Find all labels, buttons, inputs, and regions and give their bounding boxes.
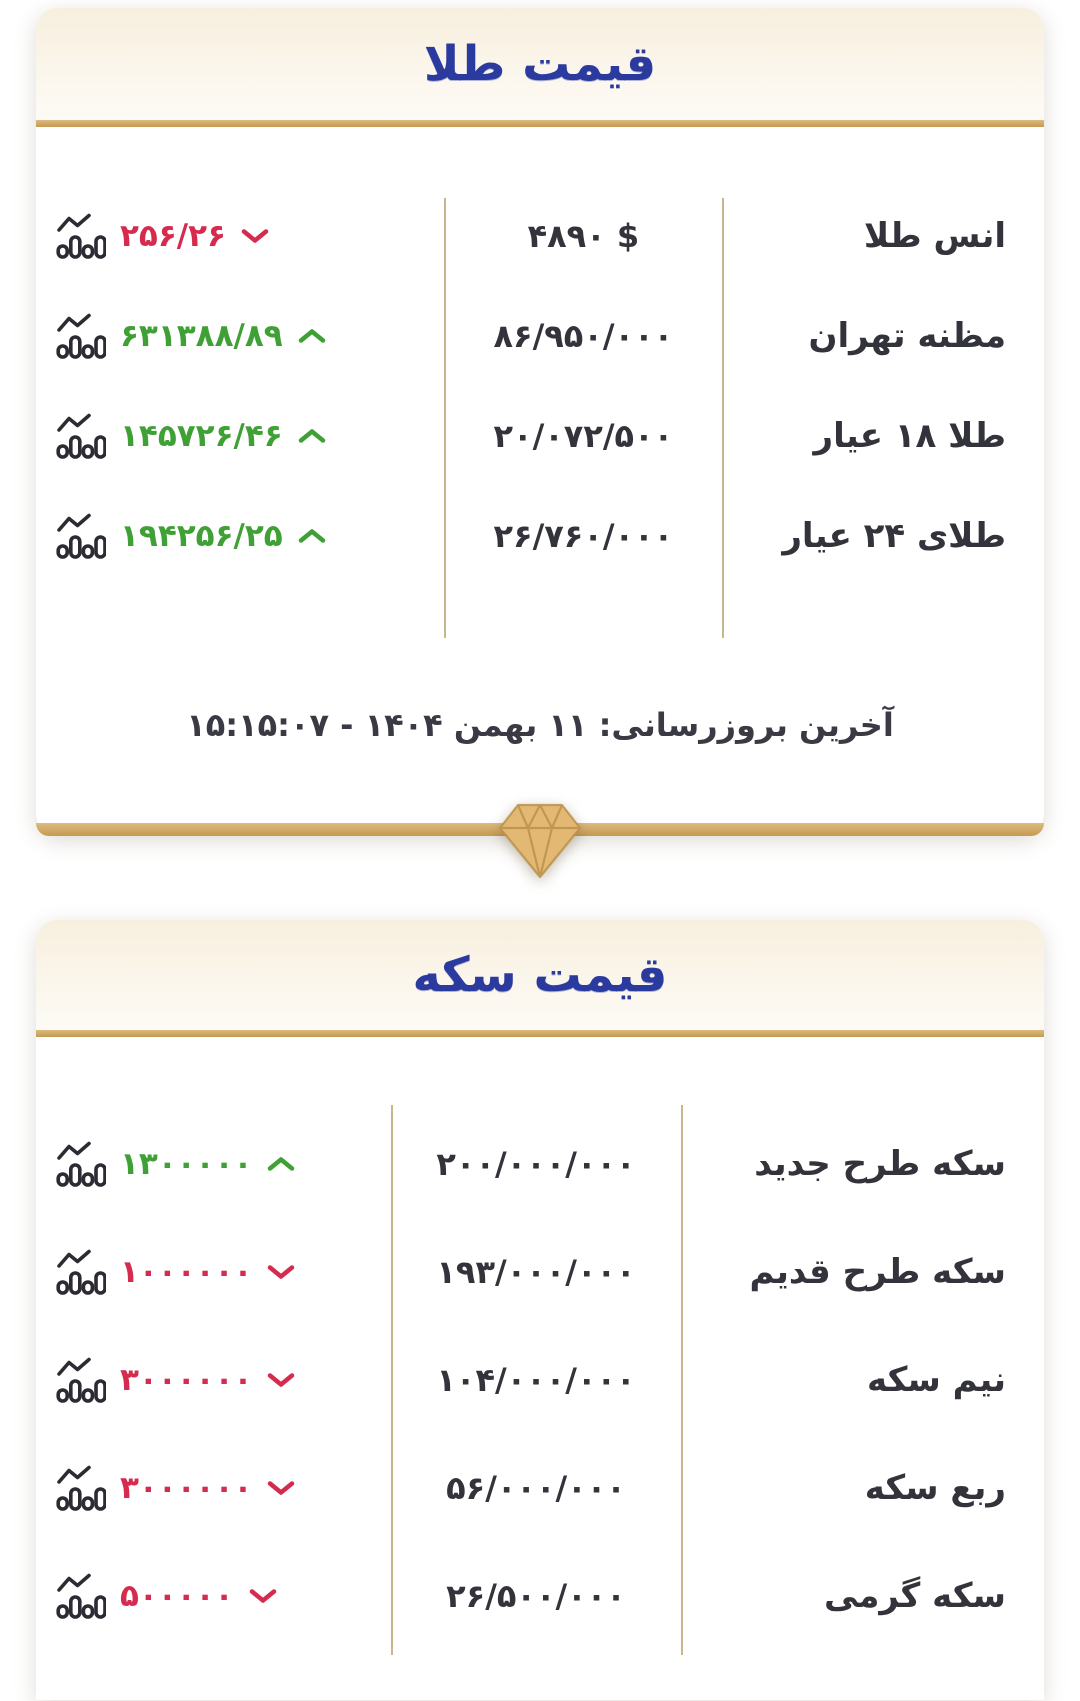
chart-icon[interactable] xyxy=(56,513,107,559)
price-value: ۲۶/۷۶۰/۰۰۰ xyxy=(493,517,674,555)
chevron-down-icon xyxy=(266,1371,296,1389)
price-value: ۲۶/۵۰۰/۰۰۰ xyxy=(446,1577,626,1615)
coin-rows: ۱۳۰۰۰۰۰ ۲۰۰/۰۰۰/۰۰۰ سکه طرح جدید xyxy=(36,1037,1044,1655)
coin-card-title: قیمت سکه xyxy=(412,947,668,1003)
gold-card-header: قیمت طلا xyxy=(36,8,1044,120)
gold-rows: ۲۵۶/۲۶ ۴۸۹۰ $ انس طلا xyxy=(36,127,1044,638)
chart-icon[interactable] xyxy=(56,413,107,459)
price-row: ۱۳۰۰۰۰۰ ۲۰۰/۰۰۰/۰۰۰ سکه طرح جدید xyxy=(36,1110,1044,1218)
coin-price-card: قیمت سکه ۱۳۰۰۰۰۰ xyxy=(36,920,1044,1700)
price-value: ۲۰/۰۷۲/۵۰۰ xyxy=(493,417,674,455)
diamond-icon xyxy=(489,793,591,885)
price-label: سکه طرح قدیم xyxy=(749,1252,1006,1292)
change-value: ۳۰۰۰۰۰۰ xyxy=(120,1470,253,1506)
gold-price-card: قیمت طلا ۲۵۶/۲۶ xyxy=(36,8,1044,879)
last-update-text: آخرین بروزرسانی: ۱۱ بهمن ۱۴۰۴ - ۱۵:۱۵:۰۷ xyxy=(186,706,894,744)
price-row: ۳۰۰۰۰۰۰ ۵۶/۰۰۰/۰۰۰ ربع سکه xyxy=(36,1434,1044,1542)
chevron-up-icon xyxy=(297,427,327,445)
coin-card-header: قیمت سکه xyxy=(36,920,1044,1030)
price-change-cell: ۶۳۱۳۸۸/۸۹ xyxy=(36,313,444,359)
chart-icon[interactable] xyxy=(56,1465,107,1511)
column-divider xyxy=(444,198,447,638)
chart-icon[interactable] xyxy=(56,1249,107,1295)
price-row: ۶۳۱۳۸۸/۸۹ ۸۶/۹۵۰/۰۰۰ مظنه تهران xyxy=(36,286,1044,386)
chart-icon[interactable] xyxy=(56,313,107,359)
change-value: ۲۵۶/۲۶ xyxy=(120,218,226,254)
chevron-up-icon xyxy=(297,327,327,345)
price-change-cell: ۲۵۶/۲۶ xyxy=(36,213,444,259)
header-underline xyxy=(36,120,1044,127)
price-row: ۵۰۰۰۰۰ ۲۶/۵۰۰/۰۰۰ سکه گرمی xyxy=(36,1542,1044,1650)
chart-icon[interactable] xyxy=(56,213,107,259)
column-divider xyxy=(390,1105,393,1655)
price-value: ۲۰۰/۰۰۰/۰۰۰ xyxy=(436,1145,636,1183)
header-underline xyxy=(36,1030,1044,1037)
price-label: طلا ۱۸ عیار xyxy=(813,416,1006,456)
price-row: ۱۴۵۷۲۶/۴۶ ۲۰/۰۷۲/۵۰۰ طلا ۱۸ عیار xyxy=(36,386,1044,486)
chevron-down-icon xyxy=(266,1263,296,1281)
change-value: ۱۹۴۲۵۶/۲۵ xyxy=(120,518,283,554)
change-value: ۵۰۰۰۰۰ xyxy=(120,1578,234,1614)
price-label: مظنه تهران xyxy=(808,316,1006,356)
price-value: ۴۸۹۰ $ xyxy=(527,217,640,255)
price-row: ۲۵۶/۲۶ ۴۸۹۰ $ انس طلا xyxy=(36,186,1044,286)
change-value: ۱۳۰۰۰۰۰ xyxy=(120,1146,253,1182)
price-label: ربع سکه xyxy=(864,1468,1006,1508)
change-value: ۶۳۱۳۸۸/۸۹ xyxy=(120,318,283,354)
price-label: نیم سکه xyxy=(867,1360,1006,1400)
column-divider xyxy=(722,198,725,638)
change-value: ۱۴۵۷۲۶/۴۶ xyxy=(120,418,283,454)
price-label: سکه طرح جدید xyxy=(754,1144,1006,1184)
price-label: سکه گرمی xyxy=(823,1576,1006,1616)
chevron-down-icon xyxy=(240,227,270,245)
price-change-cell: ۱۰۰۰۰۰۰ xyxy=(36,1249,391,1295)
change-value: ۳۰۰۰۰۰۰ xyxy=(120,1362,253,1398)
chart-icon[interactable] xyxy=(56,1573,107,1619)
price-change-cell: ۳۰۰۰۰۰۰ xyxy=(36,1465,391,1511)
price-row: ۱۹۴۲۵۶/۲۵ ۲۶/۷۶۰/۰۰۰ طلای ۲۴ عیار xyxy=(36,486,1044,586)
price-change-cell: ۳۰۰۰۰۰۰ xyxy=(36,1357,391,1403)
price-value: ۸۶/۹۵۰/۰۰۰ xyxy=(493,317,674,355)
column-divider xyxy=(681,1105,684,1655)
price-value: ۵۶/۰۰۰/۰۰۰ xyxy=(446,1469,626,1507)
price-row: ۳۰۰۰۰۰۰ ۱۰۴/۰۰۰/۰۰۰ نیم سکه xyxy=(36,1326,1044,1434)
chart-icon[interactable] xyxy=(56,1357,107,1403)
price-change-cell: ۵۰۰۰۰۰ xyxy=(36,1573,391,1619)
price-label: انس طلا xyxy=(863,216,1006,256)
chevron-down-icon xyxy=(266,1479,296,1497)
chevron-up-icon xyxy=(266,1155,296,1173)
price-label: طلای ۲۴ عیار xyxy=(782,516,1006,556)
price-value: ۱۰۴/۰۰۰/۰۰۰ xyxy=(436,1361,636,1399)
gold-card-title: قیمت طلا xyxy=(423,36,657,92)
change-value: ۱۰۰۰۰۰۰ xyxy=(120,1254,253,1290)
price-change-cell: ۱۳۰۰۰۰۰ xyxy=(36,1141,391,1187)
price-change-cell: ۱۴۵۷۲۶/۴۶ xyxy=(36,413,444,459)
price-row: ۱۰۰۰۰۰۰ ۱۹۳/۰۰۰/۰۰۰ سکه طرح قدیم xyxy=(36,1218,1044,1326)
chevron-up-icon xyxy=(297,527,327,545)
chart-icon[interactable] xyxy=(56,1141,107,1187)
chevron-down-icon xyxy=(248,1587,278,1605)
price-change-cell: ۱۹۴۲۵۶/۲۵ xyxy=(36,513,444,559)
price-value: ۱۹۳/۰۰۰/۰۰۰ xyxy=(436,1253,636,1291)
